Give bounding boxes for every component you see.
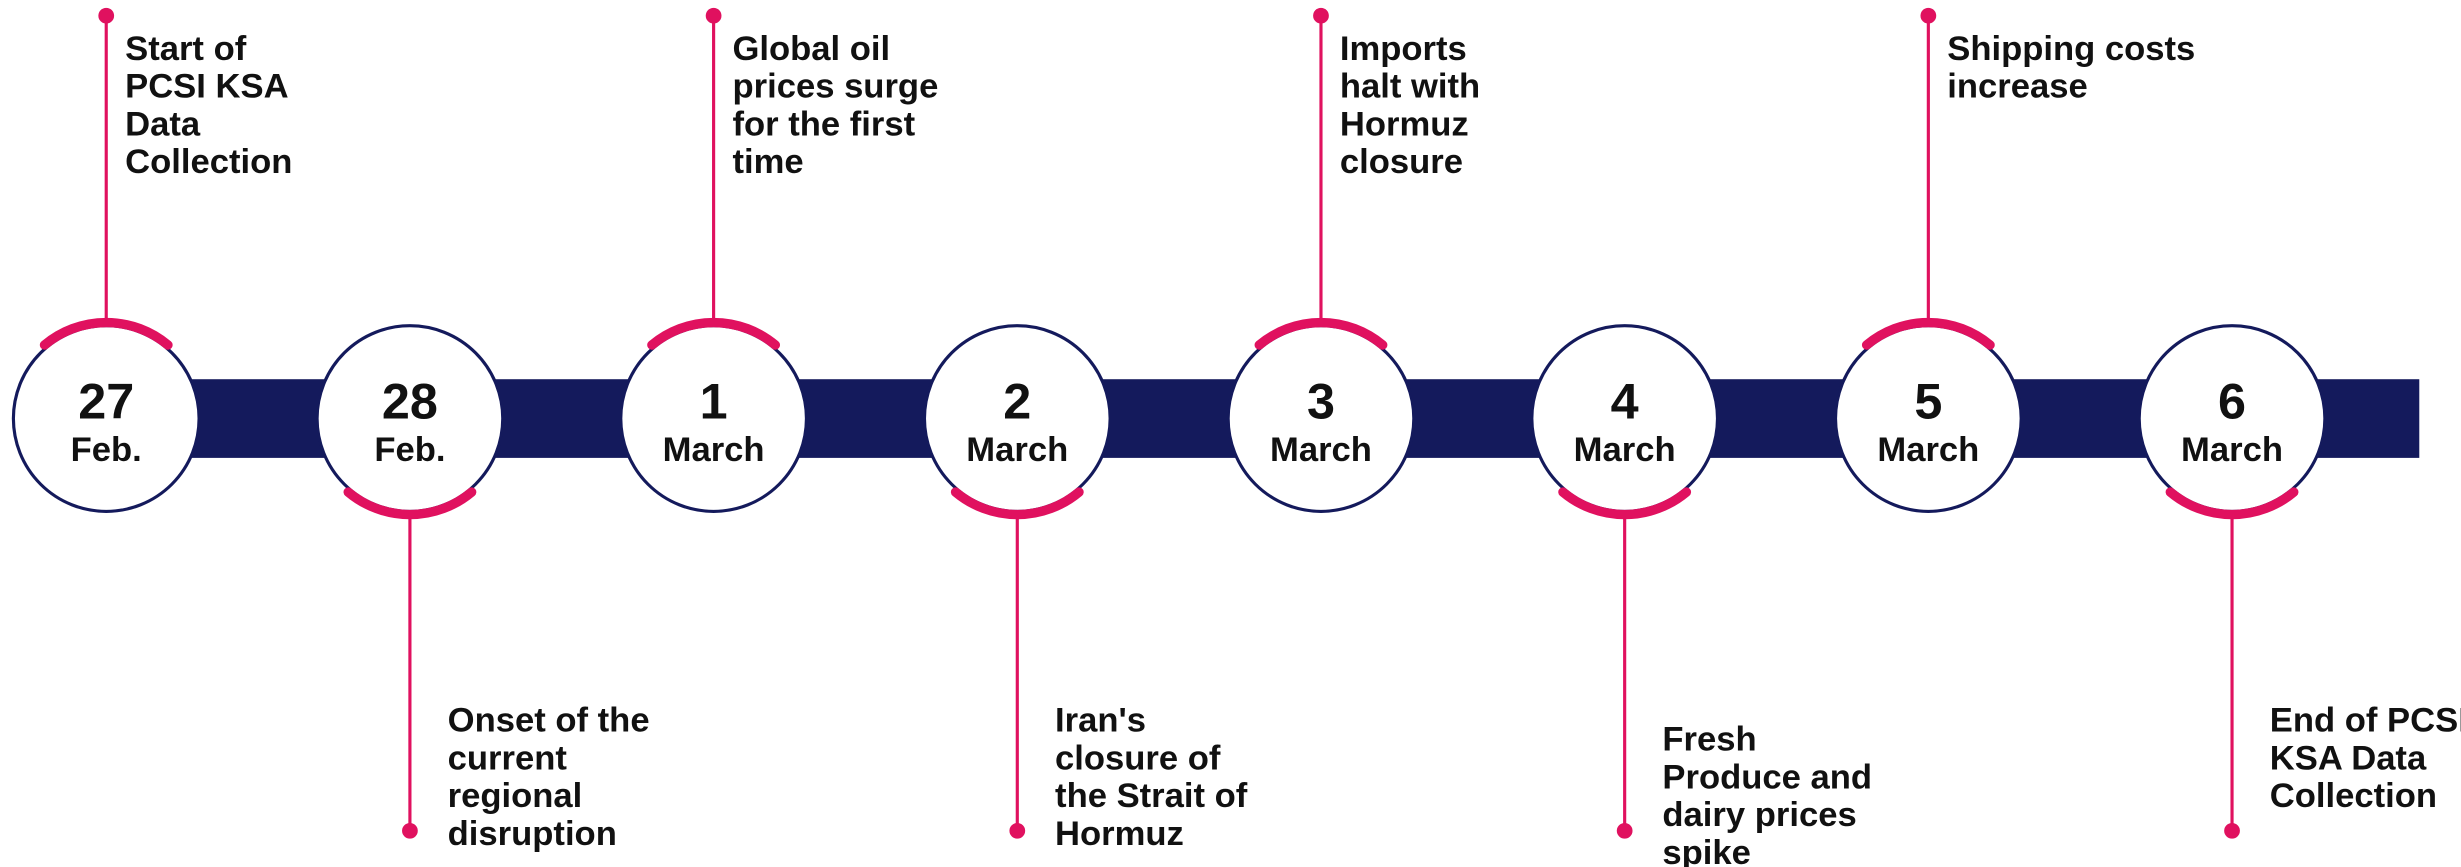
connector-dot bbox=[1616, 822, 1633, 839]
event-description: End of PCSI bbox=[2270, 702, 2461, 740]
connector-dot bbox=[705, 7, 722, 24]
date-arc bbox=[647, 317, 781, 350]
event-description: halt with bbox=[1340, 68, 1480, 106]
date-month: Feb. bbox=[374, 431, 445, 469]
date-arc bbox=[39, 317, 173, 350]
event-description: Hormuz bbox=[1340, 105, 1469, 143]
event-description: spike bbox=[1662, 834, 1751, 867]
date-arc bbox=[2165, 487, 2299, 520]
date-day: 5 bbox=[1914, 373, 1942, 430]
date-month: March bbox=[2181, 431, 2283, 469]
event-description: Imports bbox=[1340, 30, 1467, 68]
date-day: 6 bbox=[2218, 373, 2246, 430]
event-description: Shipping costs bbox=[1947, 30, 2195, 68]
event-description: current bbox=[448, 739, 568, 777]
event-description: Fresh bbox=[1662, 721, 1756, 759]
date-month: Feb. bbox=[71, 431, 142, 469]
event-description: Collection bbox=[125, 143, 292, 181]
event-description: disruption bbox=[448, 815, 617, 853]
event-description: Start of bbox=[125, 30, 247, 68]
event-description: increase bbox=[1947, 68, 2087, 106]
date-month: March bbox=[1877, 431, 1979, 469]
event-description: dairy prices bbox=[1662, 796, 1856, 834]
event-description: the Strait of bbox=[1055, 777, 1248, 815]
date-day: 3 bbox=[1307, 373, 1335, 430]
date-day: 4 bbox=[1611, 373, 1639, 430]
event-description: time bbox=[732, 143, 803, 181]
date-arc bbox=[1558, 487, 1692, 520]
date-day: 2 bbox=[1003, 373, 1031, 430]
event-description: Collection bbox=[2270, 777, 2437, 815]
event-description: Onset of the bbox=[448, 702, 650, 740]
date-arc bbox=[1861, 317, 1995, 350]
event-description: Data bbox=[125, 105, 201, 143]
date-month: March bbox=[966, 431, 1068, 469]
event-description: Iran's bbox=[1055, 702, 1146, 740]
event-description: PCSI KSA bbox=[125, 68, 288, 106]
date-day: 27 bbox=[78, 373, 134, 430]
event-description: Global oil bbox=[732, 30, 890, 68]
connector-dot bbox=[98, 7, 115, 24]
date-arc bbox=[950, 487, 1084, 520]
connector-dot bbox=[1313, 7, 1329, 24]
event-description: KSA Data bbox=[2270, 739, 2427, 777]
date-day: 1 bbox=[700, 373, 728, 430]
date-month: March bbox=[663, 431, 765, 469]
date-arc bbox=[1254, 317, 1388, 350]
date-arc bbox=[343, 487, 477, 520]
date-month: March bbox=[1270, 431, 1372, 469]
event-description: closure of bbox=[1055, 739, 1221, 777]
event-description: regional bbox=[448, 777, 583, 815]
connector-dot bbox=[2224, 822, 2240, 839]
event-description: for the first bbox=[732, 105, 915, 143]
date-day: 28 bbox=[382, 373, 438, 430]
connector-dot bbox=[1920, 7, 1937, 24]
event-description: Hormuz bbox=[1055, 815, 1184, 853]
connector-dot bbox=[1009, 822, 1026, 839]
date-month: March bbox=[1574, 431, 1676, 469]
event-description: closure bbox=[1340, 143, 1463, 181]
event-description: prices surge bbox=[732, 68, 938, 106]
connector-dot bbox=[402, 822, 418, 839]
event-description: Produce and bbox=[1662, 758, 1872, 796]
